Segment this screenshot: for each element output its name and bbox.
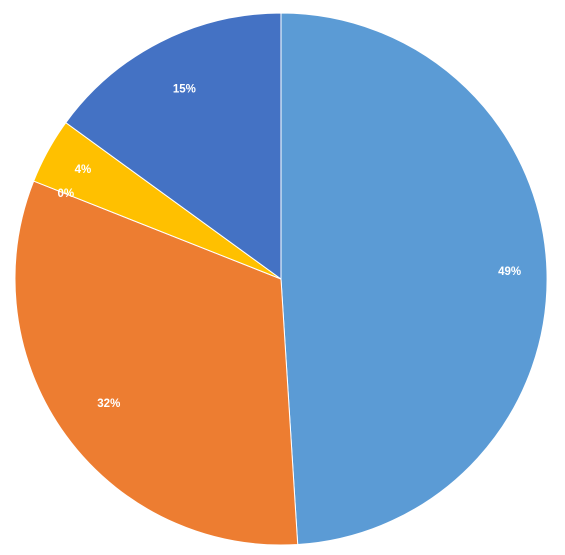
pie-data-label-5: 15% xyxy=(173,83,196,95)
pie-data-label-2: 32% xyxy=(97,398,120,410)
pie-data-label-1: 49% xyxy=(498,266,521,278)
pie-data-label-4: 4% xyxy=(75,164,92,176)
pie-slices xyxy=(14,12,548,546)
pie-data-labels: 49% 32% 0%4% 15% xyxy=(57,83,521,410)
pie-slice-5 xyxy=(65,12,282,280)
pie-slice-2 xyxy=(14,180,299,546)
pie-data-label-3: 0% xyxy=(57,188,74,200)
pie-slice-1 xyxy=(280,12,548,545)
